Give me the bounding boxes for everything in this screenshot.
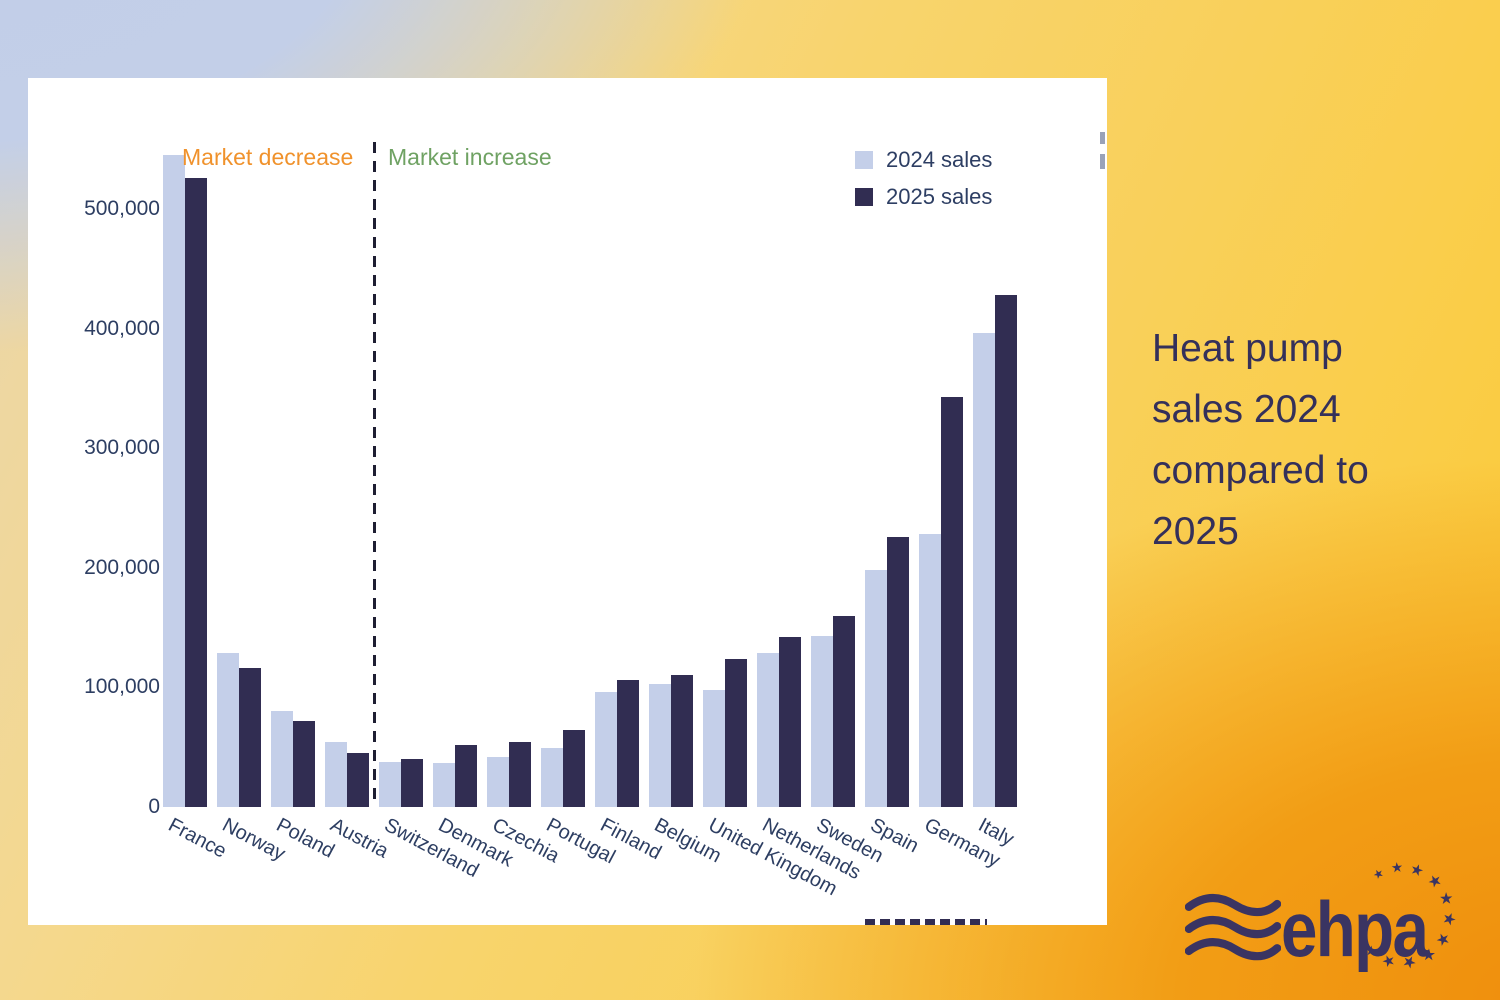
star-icon: ★: [1408, 860, 1427, 882]
legend-swatch: [855, 188, 873, 206]
y-tick-label: 300,000: [84, 436, 160, 460]
market-divider-line: [373, 142, 376, 807]
page-title-line: compared to: [1152, 449, 1369, 492]
market-increase-label: Market increase: [388, 144, 552, 170]
x-tick-label: France: [164, 814, 230, 863]
bar-2024-germany: [919, 534, 941, 807]
bar-2024-finland: [595, 692, 617, 807]
y-tick-label: 100,000: [84, 675, 160, 699]
bar-2025-sweden: [833, 615, 855, 807]
bar-2025-finland: [617, 680, 639, 807]
clipped-text-fragment: [1100, 132, 1105, 144]
bar-2025-norway: [239, 668, 261, 807]
y-tick-label: 0: [148, 795, 160, 818]
bar-2025-united-kingdom: [725, 658, 747, 807]
logo-text: ehpa: [1281, 885, 1429, 973]
bar-2024-norway: [217, 652, 239, 807]
page-title-line: 2025: [1152, 510, 1239, 553]
bar-2025-portugal: [563, 730, 585, 807]
star-icon: ★: [1400, 952, 1418, 972]
bar-2024-united-kingdom: [703, 689, 725, 807]
y-tick-label: 500,000: [84, 197, 160, 220]
bar-2025-denmark: [455, 744, 477, 807]
bar-2025-czechia: [509, 742, 531, 807]
clipped-text-fragment: [865, 919, 987, 925]
y-tick-label: 200,000: [84, 555, 160, 579]
bar-2025-italy: [995, 295, 1017, 807]
clipped-text-fragment: [1100, 154, 1105, 169]
bar-2024-spain: [865, 570, 887, 807]
bar-2024-portugal: [541, 748, 563, 807]
bar-2025-belgium: [671, 675, 693, 807]
bar-2024-sweden: [811, 635, 833, 807]
bar-2024-czechia: [487, 756, 509, 807]
star-icon: ★: [1439, 911, 1458, 928]
bar-2024-italy: [973, 333, 995, 807]
star-icon: ★: [1431, 928, 1454, 950]
page-title: Heat pump sales 2024 compared to 2025: [1152, 318, 1369, 562]
bar-2025-spain: [887, 536, 909, 807]
bar-2025-germany: [941, 396, 963, 807]
bar-2025-austria: [347, 753, 369, 807]
bar-2025-poland: [293, 720, 315, 807]
legend-label: 2025 sales: [886, 184, 993, 209]
bar-2024-switzerland: [379, 761, 401, 807]
star-icon: ★: [1435, 889, 1457, 909]
market-decrease-label: Market decrease: [182, 144, 354, 170]
bar-2025-switzerland: [401, 759, 423, 807]
star-icon: ★: [1369, 865, 1387, 884]
bar-2025-france: [185, 177, 207, 807]
bar-2025-netherlands: [779, 637, 801, 807]
ehpa-logo: ehpa ★ ★ ★ ★ ★ ★ ★ ★ ★ ★ ★: [1185, 858, 1465, 993]
bar-2024-belgium: [649, 683, 671, 807]
page-title-line: Heat pump: [1152, 327, 1343, 370]
bar-2024-austria: [325, 742, 347, 807]
bar-2024-poland: [271, 711, 293, 807]
page-title-line: sales 2024: [1152, 388, 1341, 431]
chart-panel: 0 100,000 200,000 300,000 400,000 500,000 Fra…: [28, 78, 1107, 925]
x-tick-label: Austria: [326, 814, 392, 863]
star-icon: ★: [1390, 859, 1404, 876]
waves-icon: [1185, 893, 1281, 961]
legend-swatch: [855, 151, 873, 169]
bar-2024-france: [163, 155, 185, 807]
legend-label: 2024 sales: [886, 147, 993, 172]
bar-2024-netherlands: [757, 652, 779, 807]
y-tick-label: 400,000: [84, 316, 160, 340]
bar-2024-denmark: [433, 762, 455, 807]
